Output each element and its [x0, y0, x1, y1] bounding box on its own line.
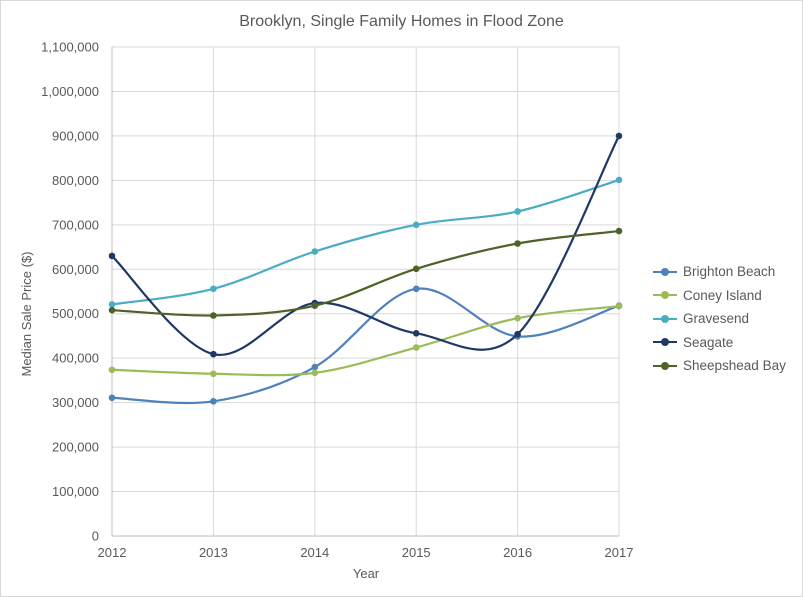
data-point-sheepshead-bay — [412, 265, 420, 273]
legend-label: Seagate — [683, 334, 734, 350]
series-line-sheepshead-bay — [111, 229, 620, 317]
data-point-sheepshead-bay — [108, 306, 116, 314]
data-point-brighton-beach — [412, 285, 420, 293]
y-tick-label: 600,000 — [52, 262, 99, 277]
x-tick-label: 2013 — [199, 545, 228, 560]
y-tick-label: 800,000 — [52, 173, 99, 188]
legend-swatch — [653, 290, 677, 300]
y-tick-label: 900,000 — [52, 128, 99, 143]
y-tick-label: 200,000 — [52, 440, 99, 455]
data-point-sheepshead-bay — [615, 227, 623, 235]
legend-swatch — [653, 337, 677, 347]
y-axis-title: Median Sale Price ($) — [19, 252, 34, 377]
data-point-coney-island — [412, 344, 420, 351]
x-tick-label: 2017 — [605, 545, 634, 560]
data-point-gravesend — [615, 176, 623, 184]
x-tick-label: 2016 — [503, 545, 532, 560]
legend-swatch — [653, 314, 677, 324]
data-point-gravesend — [514, 208, 521, 215]
gridlines — [112, 46, 620, 536]
series-line-gravesend — [111, 178, 620, 306]
series-line-coney-island — [111, 305, 620, 377]
legend-label: Sheepshead Bay — [683, 358, 786, 374]
data-point-gravesend — [412, 221, 420, 229]
data-point-coney-island — [514, 314, 521, 322]
legend-item-sheepshead-bay: Sheepshead Bay — [653, 354, 786, 378]
legend-swatch — [653, 267, 677, 277]
x-tick-label: 2014 — [300, 545, 329, 560]
y-tick-label: 1,100,000 — [41, 40, 99, 55]
legend-swatch — [653, 361, 677, 371]
x-axis-title: Year — [353, 566, 380, 581]
series-lines — [108, 132, 623, 405]
data-point-brighton-beach — [108, 394, 116, 402]
data-point-coney-island — [311, 369, 319, 377]
chart-title: Brooklyn, Single Family Homes in Flood Z… — [239, 13, 564, 30]
data-point-sheepshead-bay — [311, 302, 319, 310]
series-line-seagate — [111, 135, 620, 356]
data-point-sheepshead-bay — [514, 240, 521, 247]
data-point-coney-island — [108, 366, 116, 374]
y-tick-label: 0 — [92, 529, 99, 544]
data-point-coney-island — [210, 370, 217, 378]
y-tick-label: 100,000 — [52, 484, 99, 499]
y-tick-label: 500,000 — [52, 306, 99, 321]
data-point-seagate — [615, 132, 623, 140]
legend-item-gravesend: Gravesend — [653, 307, 786, 331]
data-point-gravesend — [108, 301, 116, 308]
legend-label: Coney Island — [683, 287, 762, 303]
data-point-seagate — [108, 252, 116, 260]
data-point-seagate — [514, 330, 521, 338]
legend: Brighton Beach Coney Island Gravesend Seaga… — [653, 260, 786, 378]
data-point-brighton-beach — [311, 363, 319, 371]
data-point-seagate — [412, 329, 420, 337]
data-point-coney-island — [615, 302, 623, 310]
data-point-gravesend — [210, 285, 217, 293]
y-tick-label: 1,000,000 — [41, 84, 99, 99]
legend-item-brighton-beach: Brighton Beach — [653, 260, 786, 284]
legend-item-seagate: Seagate — [653, 331, 786, 355]
series-line-brighton-beach — [111, 287, 620, 405]
axes: 0 100,000 200,000 300,000 400,000 500,000 600,… — [41, 40, 633, 561]
legend-label: Gravesend — [683, 311, 750, 327]
x-tick-label: 2012 — [98, 545, 127, 560]
x-tick-label: 2015 — [402, 545, 431, 560]
data-point-brighton-beach — [210, 398, 217, 405]
y-tick-label: 700,000 — [52, 217, 99, 232]
legend-label: Brighton Beach — [683, 264, 776, 280]
legend-item-coney-island: Coney Island — [653, 284, 786, 308]
data-point-sheepshead-bay — [210, 312, 217, 319]
data-point-seagate — [210, 350, 217, 358]
y-tick-label: 400,000 — [52, 351, 99, 366]
data-point-gravesend — [311, 248, 319, 255]
y-tick-label: 300,000 — [52, 395, 99, 410]
